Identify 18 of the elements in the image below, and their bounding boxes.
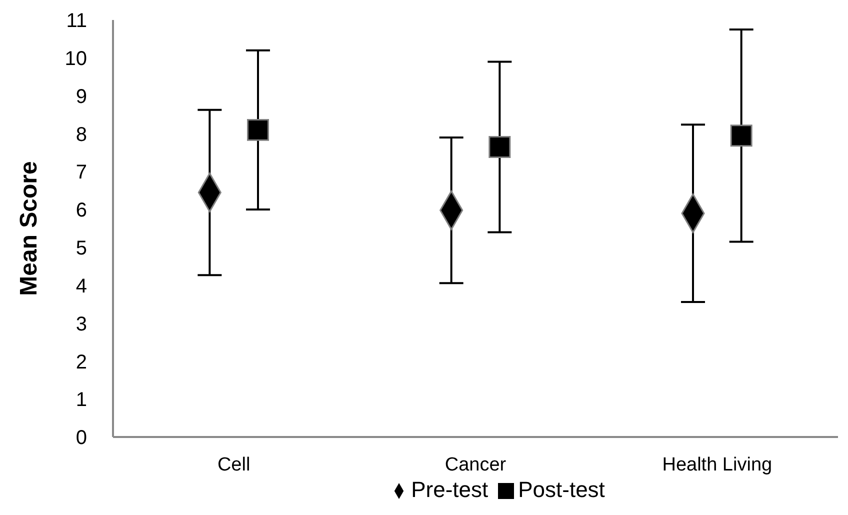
x-tick-label: Cell — [217, 454, 250, 476]
y-tick-label: 0 — [76, 427, 87, 450]
y-tick-label: 4 — [76, 275, 87, 298]
legend-label: Post-test — [518, 477, 605, 502]
y-axis-title: Mean Score — [16, 161, 43, 296]
y-tick-label: 8 — [76, 124, 87, 146]
legend-label: Pre-test — [411, 477, 488, 502]
x-tick-label: Health Living — [662, 454, 772, 476]
y-tick-label: 2 — [76, 351, 87, 374]
y-tick-label: 7 — [76, 162, 87, 184]
y-tick-label: 5 — [76, 238, 87, 260]
y-tick-label: 3 — [76, 313, 87, 336]
y-tick-label: 6 — [76, 200, 87, 222]
x-tick-label: Cancer — [444, 454, 507, 476]
y-tick-label: 1 — [76, 389, 87, 412]
y-tick-label: 11 — [66, 10, 87, 32]
y-tick-label: 9 — [76, 86, 87, 108]
y-tick-label: 10 — [64, 48, 87, 70]
